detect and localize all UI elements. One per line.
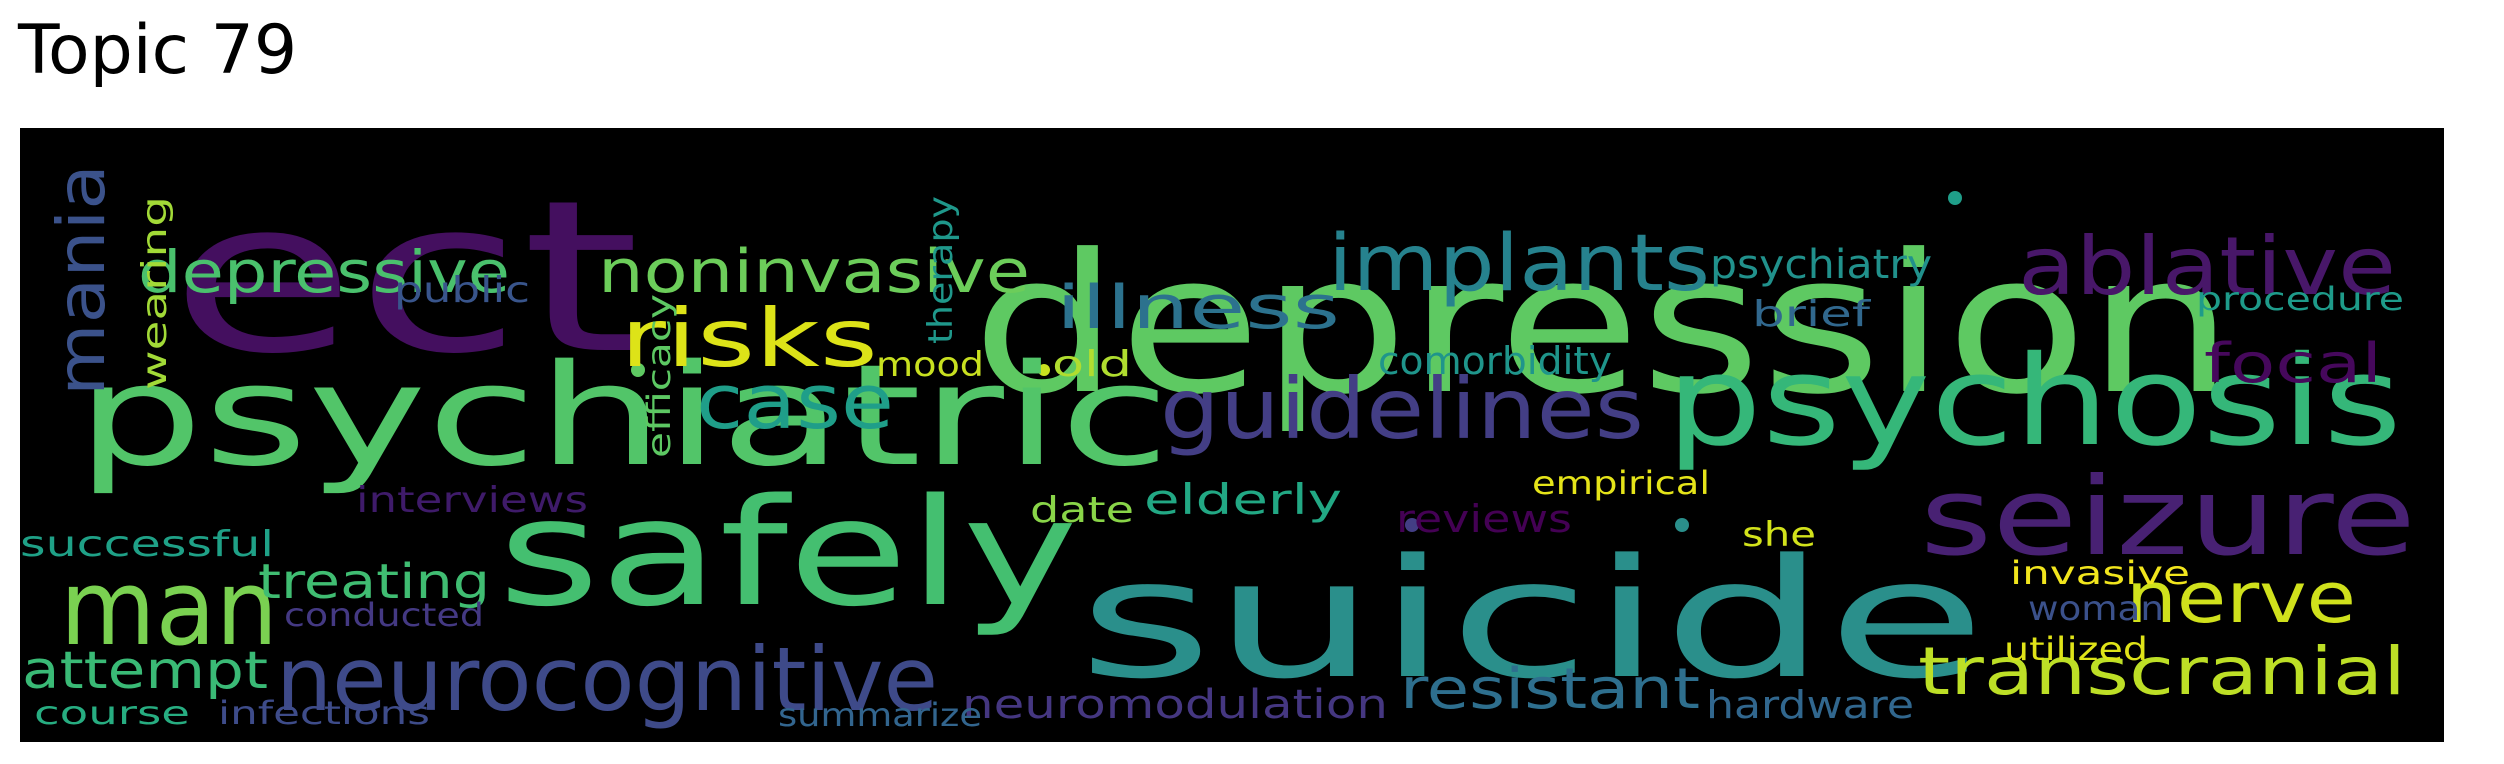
word-brief: brief	[1752, 294, 1872, 335]
word-depressive: depressive	[138, 238, 510, 306]
word-psychosis: psychosis	[1666, 330, 2402, 474]
word-psychiatric: psychiatric	[76, 335, 1170, 498]
word-ect: ect	[170, 155, 640, 400]
word-neurocognitive: neurocognitive	[276, 628, 938, 731]
word-mood: mood	[876, 345, 984, 385]
word-ablative: ablative	[2018, 220, 2396, 313]
word-old: old	[1052, 344, 1132, 385]
word-noninvasive: noninvasive	[598, 237, 1030, 307]
word-attempt: attempt	[22, 641, 268, 701]
word-illness: illness	[1056, 273, 1340, 343]
word-safely: safely	[498, 467, 1078, 639]
word-mania: mania	[43, 164, 120, 396]
word-nerve: nerve	[2126, 557, 2356, 639]
cloud-dot	[1405, 518, 1419, 532]
word-treating: treating	[258, 554, 490, 610]
word-neuromodulation: neuromodulation	[962, 682, 1388, 728]
word-focal: focal	[2204, 332, 2382, 395]
word-cloud-background	[20, 128, 2444, 742]
cloud-dot	[631, 363, 645, 377]
word-efficacy: efficacy	[640, 294, 678, 458]
word-elderly: elderly	[1144, 475, 1342, 524]
word-depression: depression	[972, 214, 2234, 437]
cloud-dot	[1038, 364, 1050, 376]
word-conducted: conducted	[284, 596, 484, 634]
word-transcranial: transcranial	[1918, 633, 2406, 710]
cloud-dot	[1948, 191, 1962, 205]
word-she: she	[1742, 515, 1816, 555]
word-cloud: depression ect suicide psychiatric safely psy…	[20, 128, 2444, 742]
word-woman: woman	[2028, 589, 2164, 629]
word-interviews: interviews	[356, 480, 588, 521]
word-risks: risks	[620, 292, 878, 385]
word-man: man	[60, 547, 278, 669]
word-resistant: resistant	[1400, 657, 1700, 722]
word-date: date	[1030, 490, 1134, 531]
word-case: case	[696, 357, 894, 446]
word-procedure: procedure	[2196, 280, 2404, 318]
word-reviews: reviews	[1396, 497, 1572, 541]
word-seizure: seizure	[1920, 455, 2416, 580]
word-psychiatry: psychiatry	[1710, 242, 1932, 288]
word-infections: infections	[218, 694, 430, 732]
page-title: Topic 79	[18, 11, 298, 90]
word-guidelines: guidelines	[1160, 360, 1644, 458]
word-wearing: wearing	[135, 196, 175, 390]
word-therapy: therapy	[921, 196, 961, 344]
word-hardware: hardware	[1706, 683, 1914, 727]
word-summarize: summarize	[778, 696, 982, 734]
word-empirical: empirical	[1532, 464, 1710, 502]
word-invasive: invasive	[2010, 554, 2190, 592]
cloud-dot	[1675, 518, 1689, 532]
word-cloud-dots	[631, 191, 1962, 532]
word-implants: implants	[1328, 219, 1710, 309]
word-successful: successful	[20, 524, 274, 565]
word-public: public	[394, 270, 530, 311]
word-comorbidity: comorbidity	[1378, 339, 1612, 383]
word-suicide: suicide	[1078, 524, 1986, 715]
word-course: course	[34, 694, 190, 732]
word-utilized: utilized	[2004, 630, 2148, 668]
